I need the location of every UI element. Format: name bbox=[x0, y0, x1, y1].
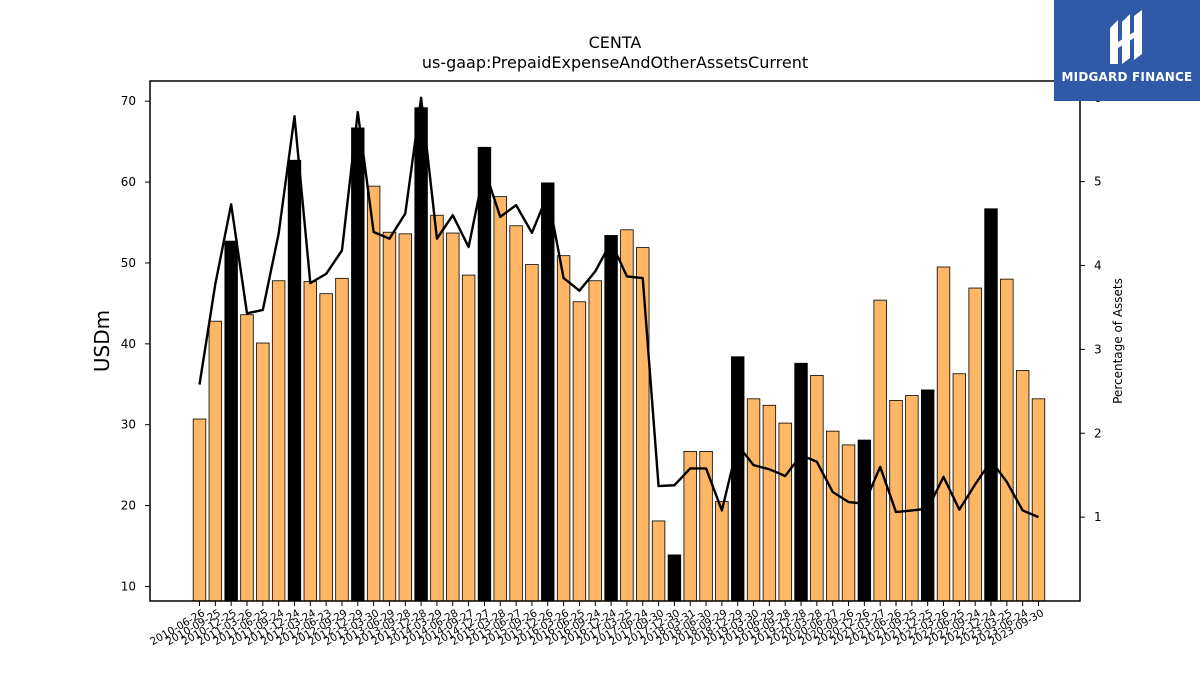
bar bbox=[620, 229, 634, 602]
bar bbox=[715, 501, 729, 602]
plot-area: 102030405060701234562010-06-262010-09-25… bbox=[121, 80, 1102, 648]
y-right-tick-label: 5 bbox=[1094, 175, 1102, 189]
brand-name: MIDGARD FINANCE bbox=[1061, 70, 1193, 84]
bar bbox=[351, 127, 365, 602]
y-tick-label: 50 bbox=[121, 256, 136, 270]
bar bbox=[1031, 398, 1046, 602]
bar bbox=[778, 422, 792, 602]
bar bbox=[651, 520, 666, 602]
bar bbox=[762, 404, 777, 602]
bar bbox=[636, 247, 650, 602]
bar bbox=[208, 320, 223, 602]
y-tick-label: 70 bbox=[121, 94, 136, 108]
bar bbox=[984, 208, 998, 602]
bar bbox=[841, 444, 856, 602]
bar bbox=[240, 314, 254, 602]
bar bbox=[398, 233, 412, 602]
bar bbox=[556, 255, 571, 602]
bar bbox=[873, 299, 887, 602]
bar bbox=[525, 264, 539, 602]
bar bbox=[699, 450, 713, 602]
bar bbox=[810, 374, 824, 602]
bar bbox=[303, 281, 318, 602]
y-right-tick-label: 2 bbox=[1094, 426, 1102, 440]
bar bbox=[588, 280, 602, 602]
y-axis-label-right: Percentage of Assets bbox=[1111, 278, 1125, 404]
bar bbox=[1000, 278, 1014, 602]
y-axis-label: USDm bbox=[90, 310, 114, 372]
pct-assets-line bbox=[198, 96, 1039, 519]
plot-frame bbox=[149, 80, 1081, 602]
bar bbox=[826, 430, 840, 602]
y-right-tick-label: 3 bbox=[1094, 342, 1102, 356]
brand-logo: MIDGARD FINANCE bbox=[1054, 0, 1200, 101]
bar bbox=[271, 280, 286, 602]
bar bbox=[572, 301, 587, 602]
bar bbox=[493, 196, 507, 602]
y-tick-label: 20 bbox=[121, 499, 136, 513]
bar bbox=[746, 398, 761, 602]
bar bbox=[430, 214, 444, 602]
y-right-tick-label: 1 bbox=[1094, 510, 1102, 524]
bar bbox=[319, 293, 333, 602]
bar bbox=[287, 159, 302, 602]
bar bbox=[604, 235, 618, 602]
bar bbox=[192, 418, 207, 602]
bar bbox=[952, 373, 967, 602]
bar bbox=[794, 362, 808, 602]
bar bbox=[366, 185, 381, 602]
bar bbox=[731, 356, 745, 602]
bar bbox=[541, 182, 555, 602]
bar bbox=[382, 231, 397, 602]
chart-title: CENTA bbox=[589, 33, 642, 52]
bar bbox=[461, 274, 476, 602]
bar bbox=[1015, 370, 1030, 602]
y-tick-label: 10 bbox=[121, 579, 136, 593]
midgard-logo-icon bbox=[1110, 10, 1142, 64]
y-tick-label: 60 bbox=[121, 175, 136, 189]
bar bbox=[667, 554, 682, 602]
y-tick-label: 30 bbox=[121, 418, 136, 432]
bar bbox=[936, 266, 951, 602]
y-tick-label: 40 bbox=[121, 337, 136, 351]
bar bbox=[905, 395, 919, 602]
bar bbox=[968, 287, 982, 602]
bar bbox=[920, 389, 935, 602]
bar bbox=[477, 146, 492, 602]
chart-subtitle: us-gaap:PrepaidExpenseAndOtherAssetsCurr… bbox=[422, 53, 808, 72]
bar bbox=[509, 225, 523, 602]
bar bbox=[335, 277, 349, 602]
bar bbox=[256, 342, 270, 602]
bar bbox=[446, 232, 460, 602]
y-right-tick-label: 4 bbox=[1094, 259, 1102, 273]
bar bbox=[224, 240, 238, 602]
bar bbox=[857, 439, 872, 602]
bar bbox=[414, 107, 428, 602]
